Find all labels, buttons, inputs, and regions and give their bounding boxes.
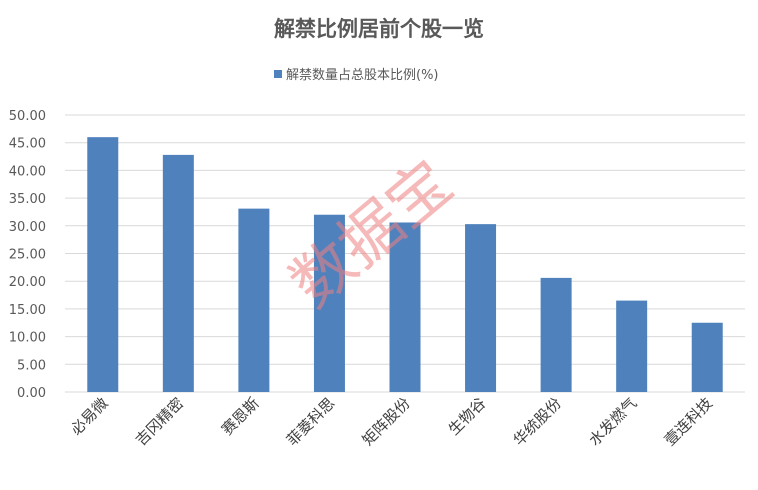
y-tick-label: 45.00	[9, 137, 46, 152]
x-tick-label: 壹连科技	[661, 394, 716, 449]
bar	[616, 300, 648, 392]
y-tick-label: 40.00	[9, 164, 46, 179]
y-tick-label: 5.00	[17, 358, 46, 373]
y-tick-label: 25.00	[9, 248, 46, 263]
y-tick-label: 50.00	[9, 109, 46, 124]
x-tick-label: 赛恩斯	[218, 394, 263, 439]
x-tick-label: 水发燃气	[585, 394, 640, 449]
watermark: 数据宝	[276, 146, 465, 321]
y-tick-label: 15.00	[9, 303, 46, 318]
y-tick-label: 35.00	[9, 192, 46, 207]
bar	[87, 137, 119, 392]
x-tick-label: 生物谷	[445, 394, 490, 439]
x-tick-label: 必易微	[67, 394, 112, 439]
bar	[540, 277, 572, 392]
x-tick-label: 吉冈精密	[132, 394, 187, 449]
x-tick-label: 矩阵股份	[359, 394, 414, 449]
y-tick-label: 30.00	[9, 220, 46, 235]
x-tick-label: 菲菱科思	[283, 394, 338, 449]
y-tick-label: 20.00	[9, 275, 46, 290]
bar	[162, 154, 194, 392]
bar	[691, 322, 723, 392]
legend-label: 解禁数量占总股本比例(%)	[286, 68, 439, 83]
bar	[465, 224, 497, 392]
legend-swatch	[274, 70, 282, 78]
chart-title: 解禁比例居前个股一览	[274, 17, 484, 41]
legend: 解禁数量占总股本比例(%)	[274, 68, 439, 83]
x-tick-label: 华统股份	[510, 394, 565, 449]
bar	[389, 222, 421, 392]
bar	[313, 214, 345, 392]
y-tick-label: 0.00	[17, 386, 46, 401]
bar	[238, 208, 270, 392]
y-tick-label: 10.00	[9, 331, 46, 346]
